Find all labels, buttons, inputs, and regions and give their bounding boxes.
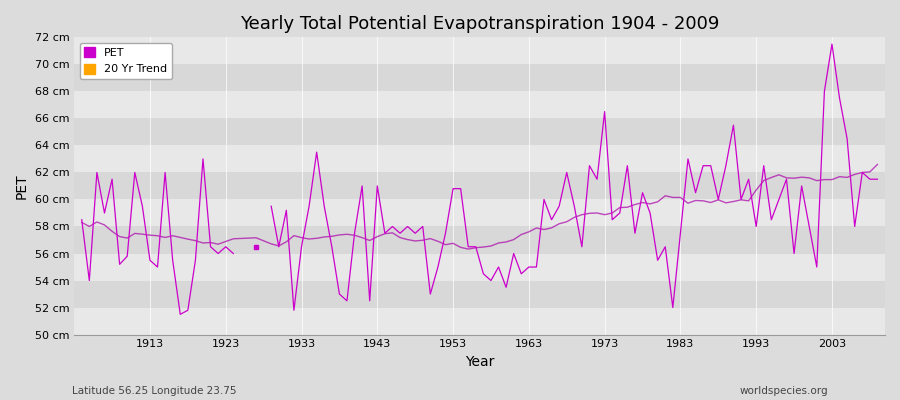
Legend: PET, 20 Yr Trend: PET, 20 Yr Trend (80, 43, 172, 79)
Title: Yearly Total Potential Evapotranspiration 1904 - 2009: Yearly Total Potential Evapotranspiratio… (240, 15, 719, 33)
Bar (74, 200, 885, 226)
X-axis label: Year: Year (465, 355, 494, 369)
Text: worldspecies.org: worldspecies.org (740, 386, 828, 396)
Bar (74, 226, 885, 254)
Bar (74, 118, 885, 146)
Text: Latitude 56.25 Longitude 23.75: Latitude 56.25 Longitude 23.75 (72, 386, 237, 396)
Bar (74, 64, 885, 91)
Bar (74, 91, 885, 118)
Y-axis label: PET: PET (15, 173, 29, 199)
Bar (74, 280, 885, 308)
Bar (74, 308, 885, 334)
Bar (74, 37, 885, 64)
Bar (74, 146, 885, 172)
Bar (74, 254, 885, 280)
Bar (74, 172, 885, 200)
